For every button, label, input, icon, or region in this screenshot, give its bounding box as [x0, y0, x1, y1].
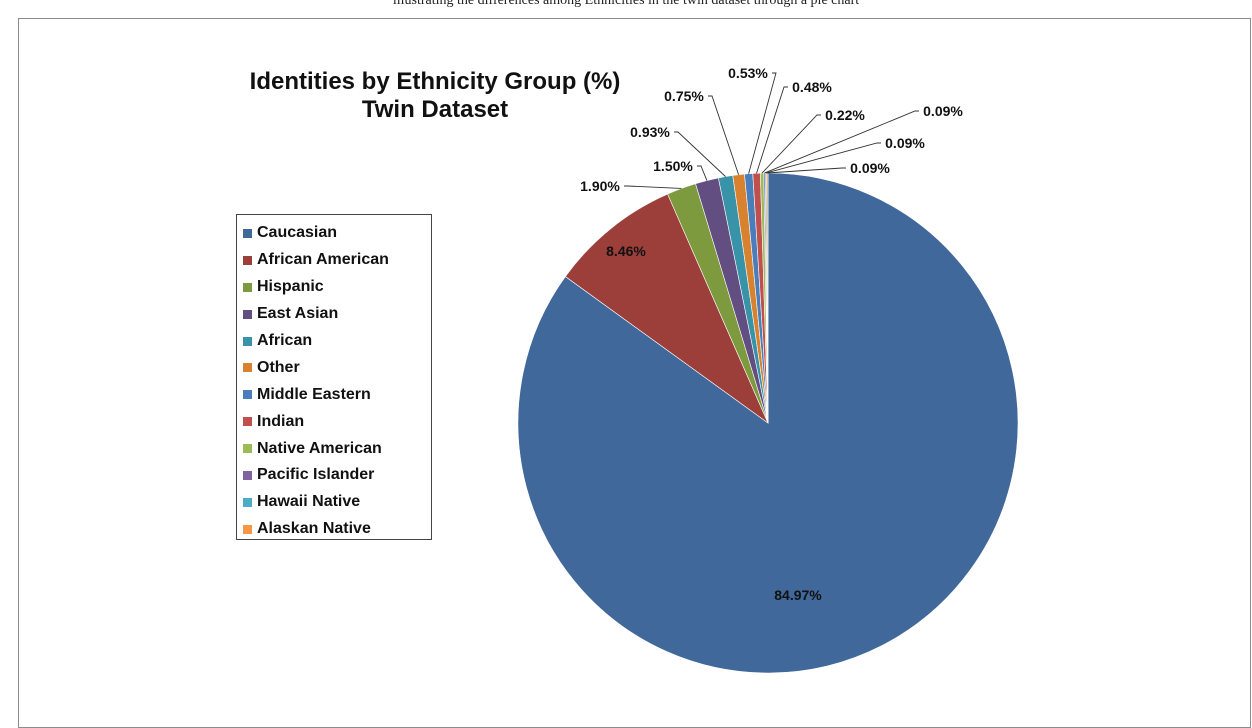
legend-swatch: [243, 336, 252, 346]
data-label-african-american: 8.46%: [606, 243, 646, 259]
leader-line-hispanic: [624, 185, 682, 189]
leader-line-pacific-islander: [764, 110, 919, 174]
leader-line-alaskan-native: [767, 167, 846, 174]
legend-swatch: [243, 363, 252, 373]
chart-title: Identities by Ethnicity Group (%): [249, 68, 621, 95]
data-label-other: 0.75%: [664, 88, 704, 104]
legend-item-hispanic: Hispanic: [243, 274, 431, 301]
leader-line-indian: [756, 86, 788, 174]
legend-swatch: [243, 255, 252, 265]
legend-label: Hispanic: [257, 278, 324, 296]
data-label-african: 0.93%: [630, 124, 670, 140]
legend-swatch: [243, 309, 252, 319]
legend-swatch: [243, 497, 252, 507]
leader-line-east-asian: [697, 165, 708, 181]
data-label-hispanic: 1.90%: [580, 178, 620, 194]
legend-label: Caucasian: [257, 224, 338, 242]
legend-item-african: African: [243, 328, 431, 355]
legend-item-middle-eastern: Middle Eastern: [243, 381, 431, 408]
legend-item-alaskan-native: Alaskan Native: [243, 516, 431, 543]
legend-item-hawaii-native: Hawaii Native: [243, 489, 431, 516]
page-caption-fragment: illustrating the differences among Ethni…: [392, 0, 860, 8]
legend-swatch: [243, 470, 252, 480]
data-label-caucasian: 84.97%: [774, 587, 822, 603]
data-label-east-asian: 1.50%: [653, 158, 693, 174]
chart-title-block: Identities by Ethnicity Group (%) Twin D…: [200, 68, 670, 124]
legend-item-caucasian: Caucasian: [243, 220, 431, 247]
data-label-middle-eastern: 0.53%: [728, 65, 768, 81]
data-label-hawaii-native: 0.09%: [885, 135, 925, 151]
leader-line-hawaii-native: [765, 142, 881, 174]
legend-label: Hawaii Native: [257, 493, 361, 511]
legend-item-native-american: Native American: [243, 435, 431, 462]
chart-legend: Caucasian African American Hispanic East As…: [236, 214, 432, 540]
legend-item-indian: Indian: [243, 408, 431, 435]
legend-swatch: [243, 417, 252, 427]
data-label-alaskan-native: 0.09%: [850, 160, 890, 176]
legend-swatch: [243, 524, 252, 534]
legend-label: Native American: [257, 439, 382, 457]
pie-slices: [517, 172, 1019, 674]
legend-label: Alaskan Native: [257, 520, 371, 538]
data-label-native-american: 0.22%: [825, 107, 865, 123]
legend-swatch: [243, 228, 252, 238]
legend-item-african-american: African American: [243, 247, 431, 274]
data-label-indian: 0.48%: [792, 79, 832, 95]
pie-slice-african-american: [564, 193, 769, 424]
leader-line-african: [674, 131, 726, 177]
legend-item-east-asian: East Asian: [243, 301, 431, 328]
leader-line-other: [708, 95, 740, 175]
legend-label: African American: [257, 251, 389, 269]
legend-swatch: [243, 390, 252, 400]
legend-label: Indian: [257, 412, 305, 430]
legend-label: East Asian: [257, 305, 339, 323]
leader-line-native-american: [761, 114, 821, 174]
legend-label: Middle Eastern: [257, 385, 371, 403]
legend-label: Pacific Islander: [257, 466, 375, 484]
legend-swatch: [243, 282, 252, 292]
leader-line-middle-eastern: [748, 72, 777, 174]
legend-label: Other: [257, 358, 300, 376]
legend-swatch: [243, 444, 252, 454]
legend-item-other: Other: [243, 354, 431, 381]
data-label-pacific-islander: 0.09%: [923, 103, 963, 119]
pie-data-labels: 84.97% 8.46% 1.90% 1.50% 0.93% 0.75% 0.53% 0.48…: [580, 65, 963, 603]
pie-leader-lines: [624, 72, 919, 189]
chart-subtitle: Twin Dataset: [361, 96, 509, 123]
legend-label: African: [257, 332, 313, 349]
legend-item-pacific-islander: Pacific Islander: [243, 462, 431, 489]
